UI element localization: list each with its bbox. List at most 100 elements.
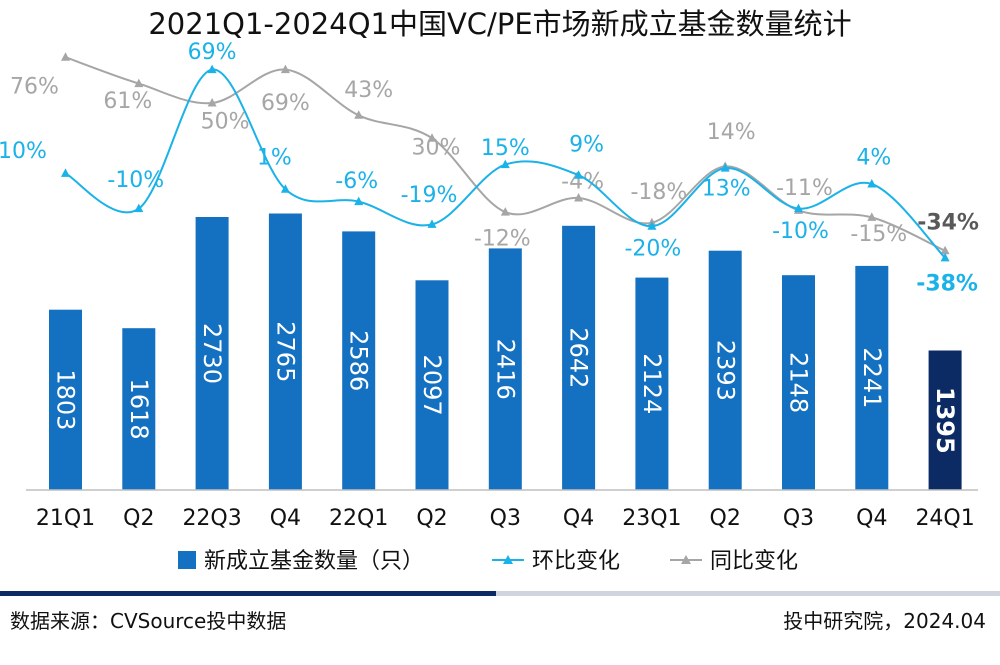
- yoy-label-6: -12%: [474, 227, 531, 252]
- yoy-marker-7: [574, 193, 584, 202]
- qoq-marker-11: [867, 179, 877, 188]
- bar-value-label-0: 1803: [52, 369, 80, 430]
- bar-value-label-7: 2642: [565, 327, 593, 388]
- yoy-label-2: 50%: [201, 110, 250, 135]
- footer-rule-dark: [0, 591, 496, 596]
- qoq-label-7: 9%: [569, 133, 604, 158]
- qoq-label-8: -20%: [624, 237, 681, 262]
- bar-value-label-12: 1395: [931, 387, 959, 454]
- yoy-label-5: 30%: [412, 136, 461, 161]
- legend-swatch-qoq-marker: [503, 555, 513, 564]
- yoy-marker-4: [354, 110, 364, 119]
- x-tick-label-6: Q3: [490, 506, 521, 531]
- yoy-marker-3: [280, 64, 290, 74]
- x-tick-label-5: Q2: [416, 506, 447, 531]
- qoq-label-11: 4%: [856, 146, 891, 171]
- bar-9: [708, 250, 742, 490]
- yoy-marker-5: [427, 133, 437, 142]
- bar-6: [488, 248, 522, 490]
- footer-credit: 投中研究院，2024.04: [783, 609, 986, 633]
- bar-value-label-1: 1618: [125, 379, 153, 440]
- bar-value-label-5: 2097: [418, 355, 446, 416]
- qoq-label-1: -10%: [107, 168, 164, 193]
- lines-layer: 76% 61% 50% 69% 43% 30% -12% -4% -18% 14% -11% -15%…: [0, 40, 979, 296]
- qoq-marker-12: [940, 252, 950, 262]
- bars-layer: 1803 1618 2730 2765 2586 2097 2416 2642 2124 2393…: [49, 213, 962, 491]
- bar-4: [342, 231, 376, 490]
- yoy-marker-2: [207, 98, 217, 107]
- bar-value-label-2: 2730: [198, 323, 226, 384]
- bar-8: [635, 277, 669, 490]
- chart-title: 2021Q1-2024Q1中国VC/PE市场新成立基金数量统计: [148, 7, 851, 41]
- x-tick-label-3: Q4: [270, 506, 301, 531]
- x-tick-label-9: Q2: [710, 506, 741, 531]
- qoq-marker-4: [354, 196, 364, 206]
- bar-value-label-8: 2124: [638, 353, 666, 414]
- bar-7: [562, 225, 596, 491]
- bar-12: [928, 350, 962, 490]
- bar-value-label-10: 2148: [785, 352, 813, 413]
- qoq-marker-10: [794, 203, 803, 213]
- legend: 新成立基金数量（只） 环比变化 同比变化: [178, 549, 798, 574]
- qoq-label-12: -38%: [916, 271, 978, 296]
- bar-3: [268, 213, 302, 490]
- yoy-label-1: 61%: [103, 89, 152, 114]
- qoq-marker-5: [427, 219, 437, 228]
- bar-10: [782, 275, 815, 490]
- x-tick-label-12: 24Q1: [915, 506, 974, 531]
- qoq-label-9: 13%: [702, 177, 751, 202]
- x-tick-label-7: Q4: [563, 506, 594, 531]
- legend-label-fund-count: 新成立基金数量（只）: [204, 549, 424, 574]
- x-axis-ticks: 21Q1 Q2 22Q3 Q4 22Q1 Q2 Q3 Q4 23Q1 Q2 Q3 Q4 24Q1: [36, 506, 975, 531]
- bar-value-label-9: 2393: [711, 340, 739, 401]
- bar-5: [415, 280, 449, 490]
- yoy-label-0: 76%: [10, 75, 59, 100]
- bar-value-label-11: 2241: [858, 347, 886, 408]
- footer-rule-light: [496, 591, 1000, 596]
- qoq-marker-1: [134, 203, 144, 213]
- qoq-label-3: 1%: [257, 146, 292, 171]
- bar-2: [195, 217, 229, 490]
- x-tick-label-11: Q4: [856, 506, 887, 531]
- yoy-label-12: -34%: [917, 210, 979, 235]
- qoq-marker-6: [500, 159, 510, 169]
- yoy-marker-0: [61, 52, 70, 61]
- bar-1: [122, 328, 156, 490]
- qoq-label-5: -19%: [401, 183, 458, 208]
- legend-label-yoy: 同比变化: [710, 549, 798, 574]
- x-tick-label-8: 23Q1: [622, 506, 681, 531]
- yoy-label-7: -4%: [561, 170, 604, 195]
- bar-11: [855, 265, 889, 490]
- yoy-label-8: -18%: [630, 180, 687, 205]
- legend-label-qoq: 环比变化: [532, 549, 620, 574]
- legend-swatch-bar: [178, 551, 196, 569]
- qoq-marker-3: [280, 184, 290, 193]
- qoq-marker-2: [207, 64, 217, 74]
- legend-swatch-yoy-marker: [681, 555, 691, 564]
- bar-0: [49, 309, 82, 490]
- qoq-label-0: 10%: [0, 139, 47, 164]
- x-tick-label-4: 22Q1: [329, 506, 388, 531]
- qoq-marker-0: [61, 168, 70, 177]
- yoy-marker-11: [867, 212, 877, 221]
- bar-value-label-3: 2765: [271, 321, 299, 382]
- yoy-marker-12: [940, 245, 950, 255]
- yoy-label-9: 14%: [707, 120, 756, 145]
- qoq-marker-9: [720, 163, 730, 172]
- footer-source: 数据来源：CVSource投中数据: [10, 609, 286, 633]
- x-tick-label-2: 22Q3: [182, 506, 241, 531]
- yoy-marker-1: [134, 78, 144, 88]
- qoq-label-6: 15%: [481, 136, 530, 161]
- yoy-label-3: 69%: [261, 91, 310, 116]
- x-tick-label-1: Q2: [123, 506, 154, 531]
- qoq-label-4: -6%: [335, 169, 378, 194]
- bar-value-label-6: 2416: [491, 339, 519, 400]
- qoq-label-10: -10%: [772, 219, 829, 244]
- qoq-marker-7: [574, 170, 584, 179]
- bar-value-label-4: 2586: [345, 330, 373, 391]
- x-tick-label-0: 21Q1: [36, 506, 95, 531]
- yoy-label-10: -11%: [776, 176, 833, 201]
- qoq-label-2: 69%: [188, 40, 237, 65]
- qoq-marker-8: [647, 221, 657, 230]
